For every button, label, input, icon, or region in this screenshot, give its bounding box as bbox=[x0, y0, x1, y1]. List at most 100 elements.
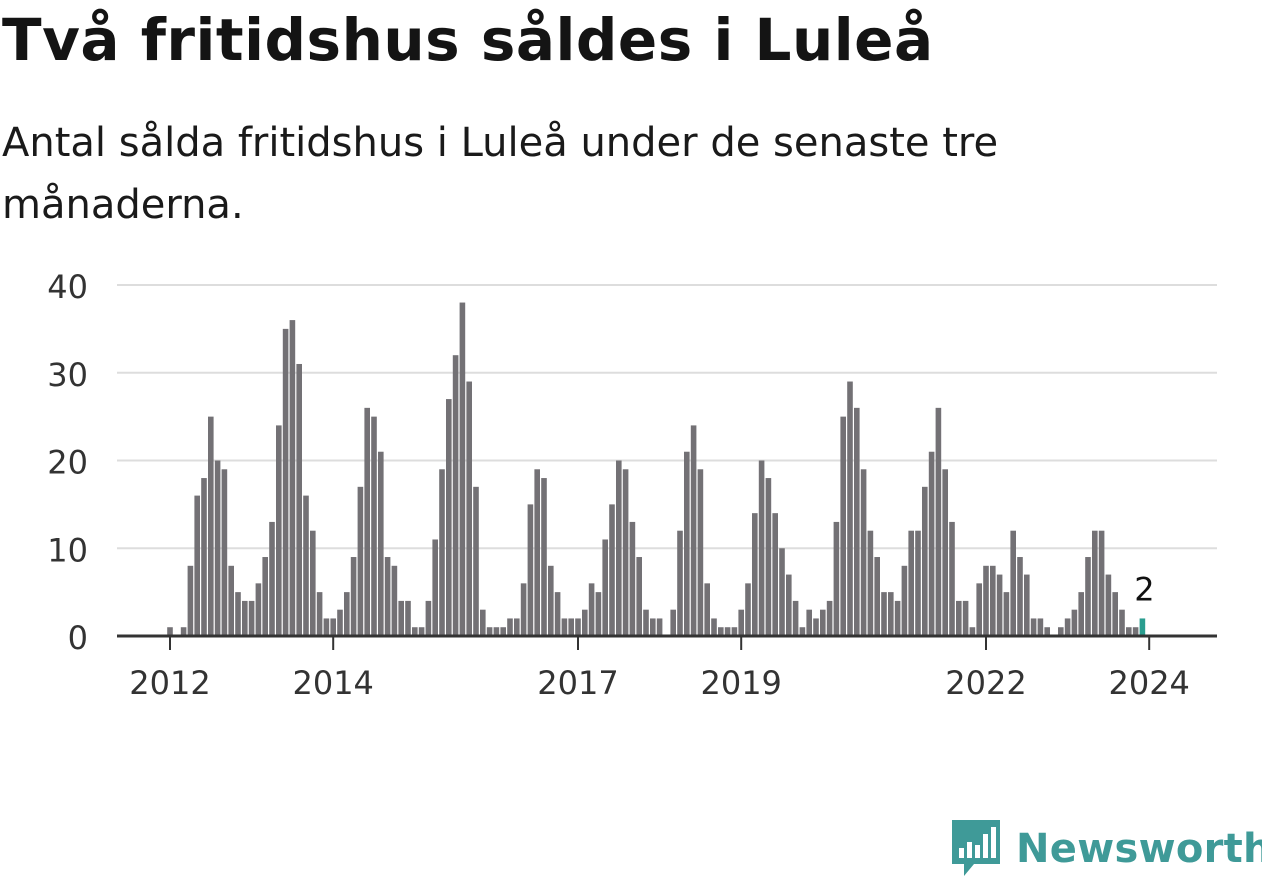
bar bbox=[262, 557, 268, 636]
bar bbox=[908, 530, 914, 636]
bar bbox=[269, 521, 275, 636]
bar bbox=[595, 592, 602, 636]
bar bbox=[520, 583, 527, 636]
bar bbox=[711, 618, 717, 636]
bar bbox=[833, 521, 840, 636]
bar bbox=[1105, 574, 1112, 636]
bar bbox=[378, 451, 384, 636]
bar bbox=[194, 495, 200, 636]
bar bbox=[1064, 618, 1071, 636]
bar bbox=[466, 381, 472, 636]
bar bbox=[446, 399, 452, 636]
bar bbox=[214, 460, 221, 636]
bar bbox=[616, 460, 622, 636]
bar bbox=[541, 478, 547, 636]
bar bbox=[813, 618, 819, 636]
bar bbox=[582, 609, 588, 636]
chart-title: Två fritidshus såldes i Luleå bbox=[2, 6, 934, 74]
bar bbox=[534, 469, 540, 636]
bar bbox=[922, 486, 928, 636]
bar bbox=[935, 407, 942, 636]
bar bbox=[480, 609, 486, 636]
bar bbox=[976, 583, 982, 636]
bar bbox=[1044, 627, 1050, 636]
bar bbox=[915, 530, 921, 636]
bar bbox=[344, 592, 350, 636]
bar bbox=[235, 592, 241, 636]
bar bbox=[629, 521, 636, 636]
bar bbox=[439, 469, 445, 636]
bar bbox=[847, 381, 853, 636]
bar bbox=[690, 425, 697, 636]
bar bbox=[806, 609, 812, 636]
bar bbox=[752, 513, 758, 636]
bar bbox=[330, 618, 336, 636]
bar bbox=[643, 609, 649, 636]
bar bbox=[962, 600, 969, 636]
bar bbox=[405, 600, 411, 636]
bar bbox=[1119, 609, 1125, 636]
bar bbox=[718, 627, 724, 636]
bar bbox=[391, 565, 398, 636]
bar bbox=[228, 565, 234, 636]
bar bbox=[255, 583, 262, 636]
bar bbox=[1078, 592, 1084, 636]
bar bbox=[575, 618, 581, 636]
bar bbox=[452, 355, 459, 636]
bar bbox=[180, 627, 187, 636]
bar bbox=[1037, 618, 1044, 636]
bar bbox=[636, 557, 642, 636]
bar bbox=[609, 504, 615, 636]
bar bbox=[167, 627, 173, 636]
bar bbox=[459, 302, 466, 636]
bar bbox=[398, 600, 404, 636]
x-tick-label: 2019 bbox=[700, 664, 781, 702]
bar bbox=[500, 627, 506, 636]
bar bbox=[1112, 592, 1118, 636]
x-tick-label: 2017 bbox=[537, 664, 618, 702]
y-tick-label: 0 bbox=[68, 619, 88, 657]
newsworthy-logo-text: Newsworthy bbox=[1016, 826, 1262, 872]
bar bbox=[860, 469, 867, 636]
bar bbox=[371, 416, 377, 636]
bar bbox=[384, 557, 391, 636]
bar bbox=[792, 600, 799, 636]
y-tick-label: 30 bbox=[47, 356, 88, 394]
bar bbox=[928, 451, 935, 636]
bar bbox=[731, 627, 738, 636]
bar bbox=[242, 600, 248, 636]
bar bbox=[527, 504, 534, 636]
y-tick-label: 20 bbox=[47, 444, 88, 482]
x-tick-label: 2012 bbox=[129, 664, 210, 702]
bar bbox=[820, 609, 826, 636]
bar bbox=[1010, 530, 1016, 636]
bar bbox=[874, 557, 880, 636]
bar bbox=[289, 320, 296, 636]
bar bbox=[622, 469, 629, 636]
x-tick-label: 2014 bbox=[292, 664, 373, 702]
bar bbox=[425, 600, 432, 636]
bar bbox=[996, 574, 1003, 636]
bar bbox=[1017, 557, 1023, 636]
bar bbox=[786, 574, 792, 636]
bar bbox=[588, 583, 595, 636]
bar bbox=[412, 627, 418, 636]
bar bbox=[697, 469, 704, 636]
bar bbox=[1003, 592, 1010, 636]
newsworthy-logo: Newsworthy bbox=[950, 818, 1262, 880]
bar bbox=[901, 565, 908, 636]
bar bbox=[201, 478, 207, 636]
bar bbox=[840, 416, 846, 636]
bar bbox=[881, 592, 887, 636]
bar bbox=[514, 618, 520, 636]
bar bbox=[854, 407, 860, 636]
bar bbox=[561, 618, 568, 636]
bar bbox=[310, 530, 316, 636]
bar bbox=[493, 627, 500, 636]
bar bbox=[208, 416, 214, 636]
bar bbox=[956, 600, 962, 636]
bar bbox=[684, 451, 690, 636]
bar bbox=[323, 618, 330, 636]
bar bbox=[1030, 618, 1037, 636]
